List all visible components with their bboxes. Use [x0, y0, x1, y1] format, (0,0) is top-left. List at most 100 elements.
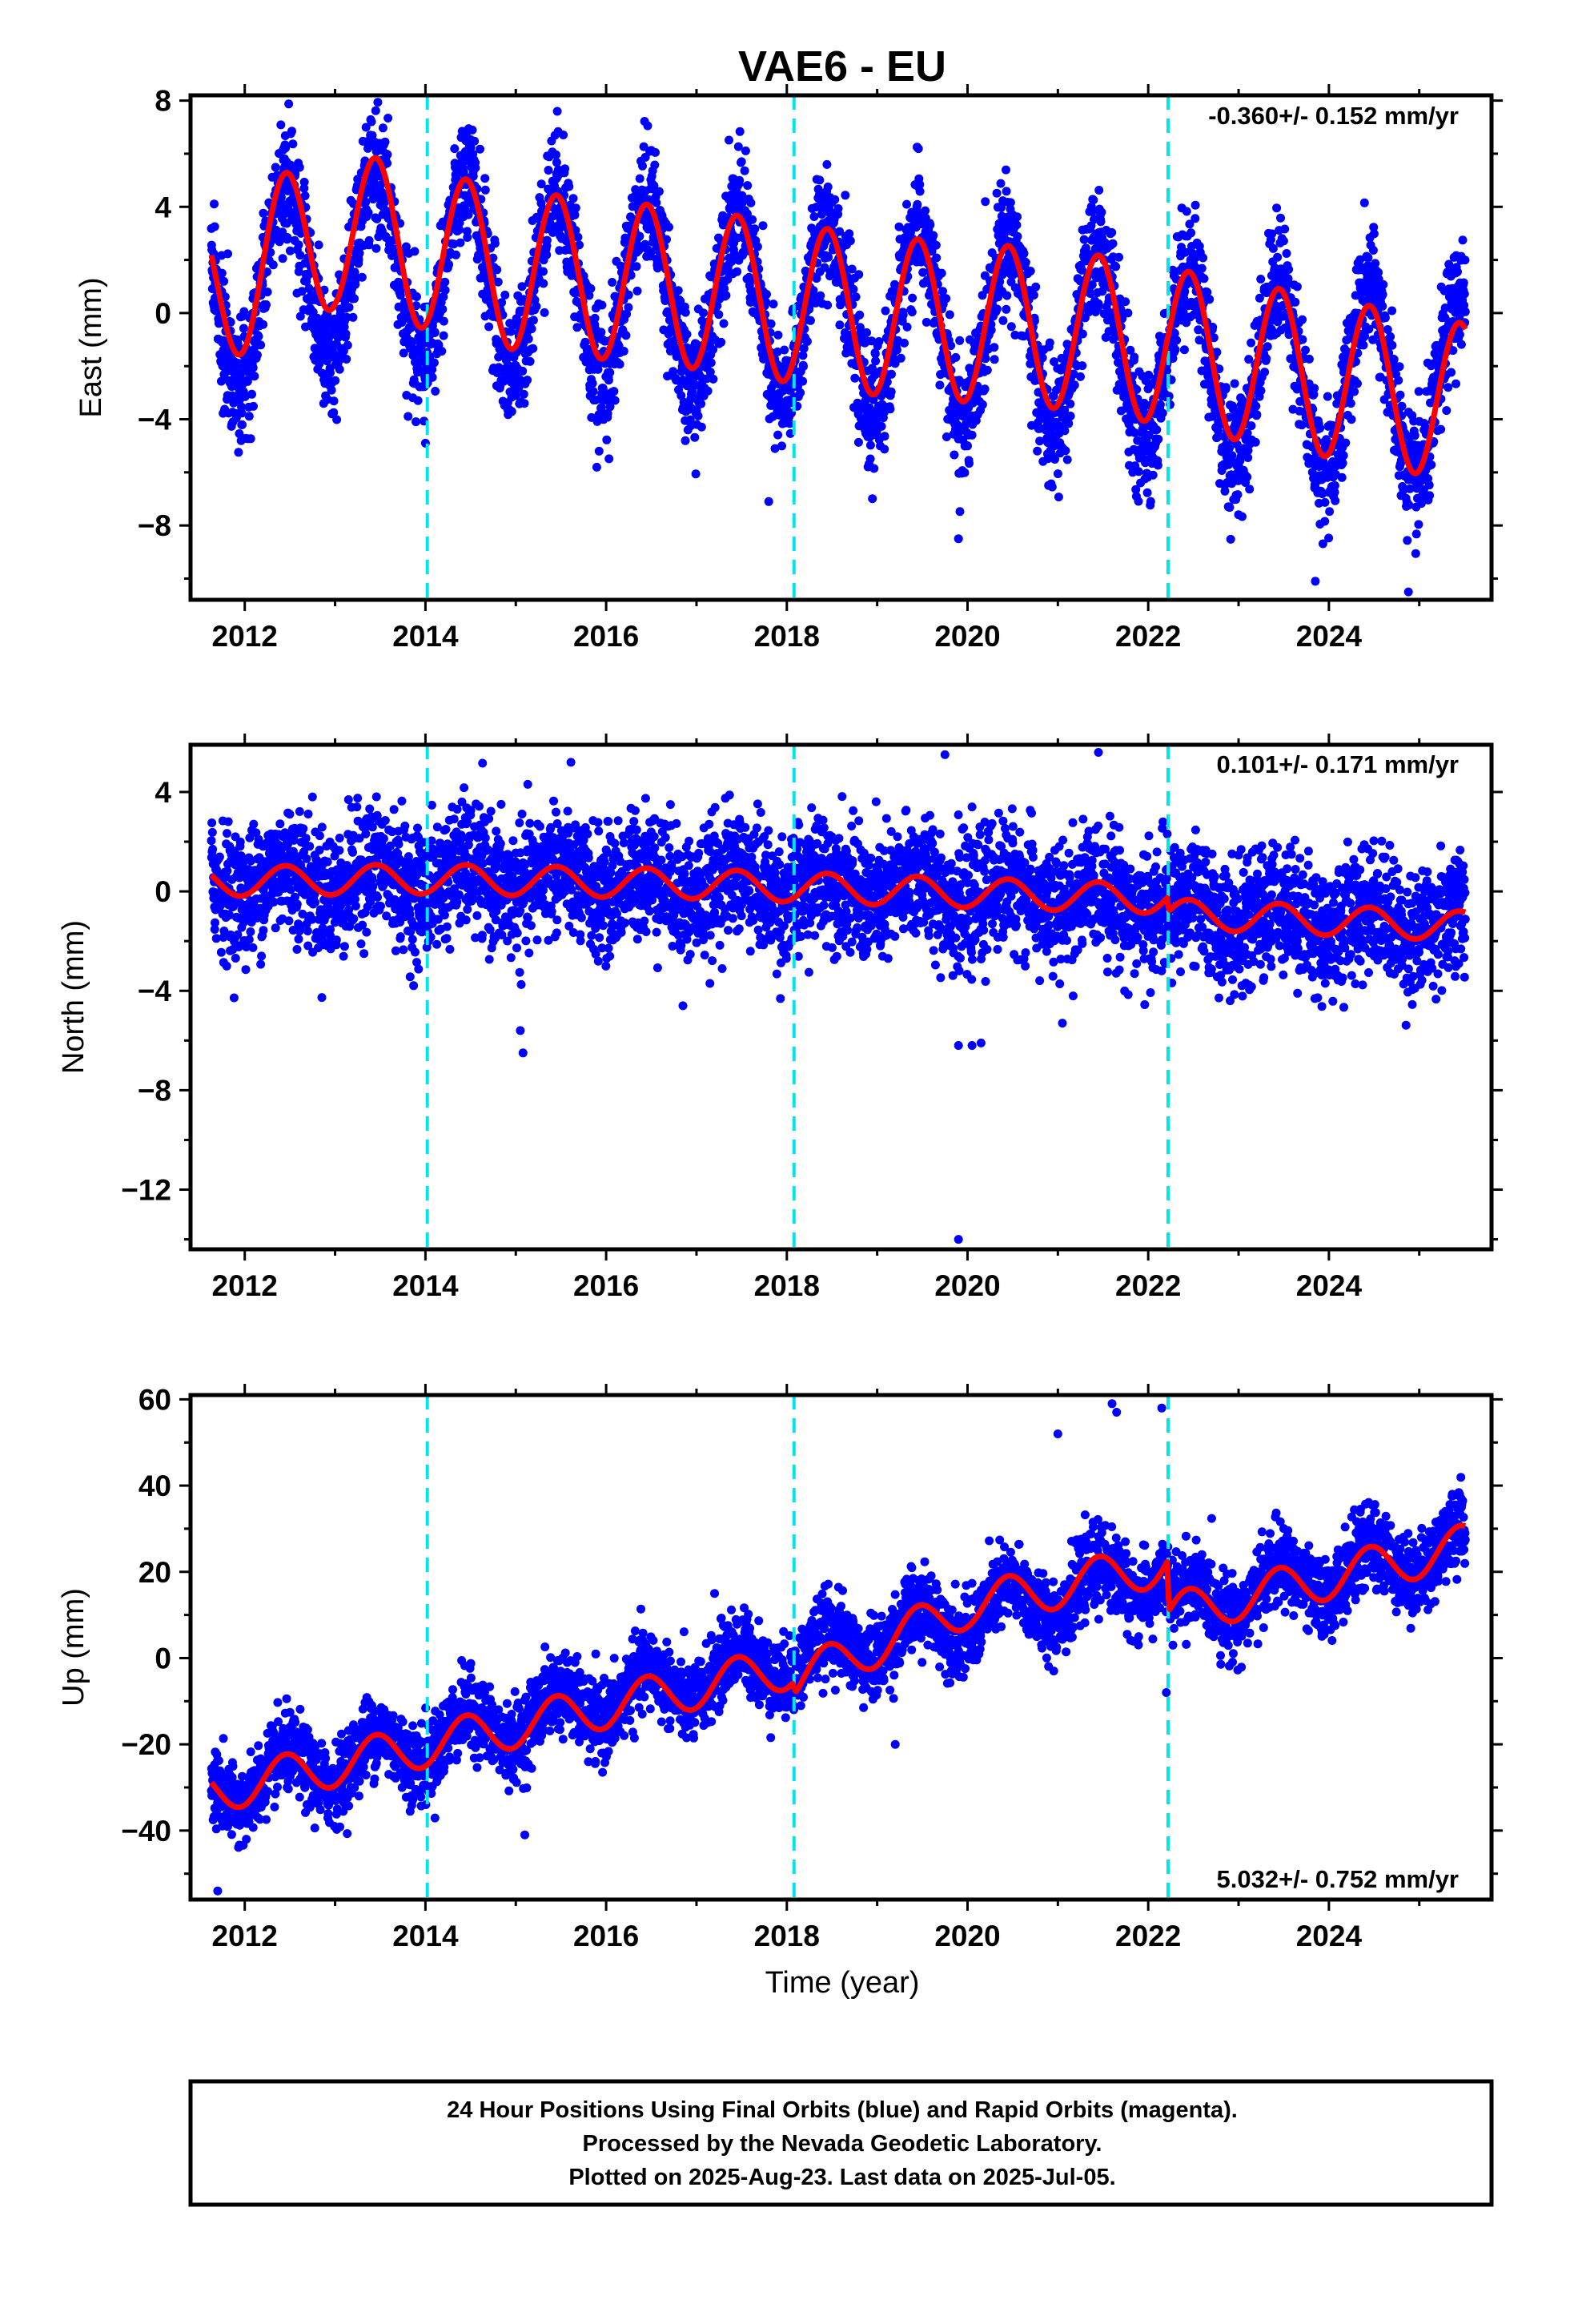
data-point: [624, 290, 633, 300]
data-point: [399, 348, 408, 358]
data-point: [709, 374, 718, 384]
data-point: [1411, 549, 1420, 558]
data-point: [444, 259, 454, 269]
data-point: [978, 400, 987, 409]
data-point: [874, 337, 884, 346]
data-point: [343, 340, 352, 350]
data-point: [1369, 229, 1379, 239]
data-point: [741, 146, 750, 155]
data-point: [1311, 577, 1320, 586]
data-point: [525, 356, 535, 366]
data-point: [1256, 386, 1266, 396]
data-point: [1079, 235, 1089, 244]
data-point: [536, 179, 546, 189]
data-point: [1123, 308, 1133, 318]
data-point: [211, 918, 219, 927]
data-point: [662, 235, 671, 244]
data-point: [371, 106, 380, 115]
data-point: [506, 327, 516, 336]
data-point: [835, 320, 845, 330]
data-point: [780, 345, 789, 355]
data-point: [471, 163, 480, 173]
data-point: [484, 322, 494, 332]
data-point: [248, 363, 258, 372]
data-point: [590, 313, 600, 323]
data-point: [681, 308, 690, 317]
data-point: [1298, 315, 1307, 324]
data-point: [412, 292, 421, 301]
data-point: [528, 344, 538, 353]
data-point: [217, 268, 227, 278]
data-point: [455, 225, 464, 235]
data-point: [871, 356, 881, 366]
data-point: [367, 131, 377, 140]
data-point: [1337, 472, 1347, 482]
data-point: [1130, 352, 1139, 362]
data-point: [719, 319, 729, 328]
y-axis-label-east: East (mm): [74, 277, 108, 417]
data-point: [931, 240, 941, 250]
data-point: [1368, 246, 1378, 255]
data-point: [1291, 297, 1300, 307]
data-point: [1378, 301, 1387, 311]
data-point: [1006, 198, 1015, 207]
x-tick-label: 2020: [934, 620, 1000, 653]
data-point: [1247, 338, 1256, 348]
data-point: [1070, 380, 1079, 390]
data-point: [493, 277, 503, 287]
data-point: [996, 179, 1006, 188]
data-point: [773, 330, 783, 340]
data-point: [1284, 265, 1294, 274]
data-point: [350, 294, 359, 304]
data-point: [520, 399, 529, 408]
data-point: [571, 203, 580, 213]
data-point: [764, 497, 773, 506]
y-tick-label: −8: [138, 509, 171, 542]
data-point: [1455, 330, 1464, 340]
data-point: [1078, 361, 1087, 371]
data-point: [237, 408, 247, 418]
data-point: [1002, 165, 1010, 175]
data-point: [610, 396, 620, 405]
data-point: [691, 469, 701, 479]
data-point: [850, 373, 860, 383]
data-point: [594, 446, 604, 456]
data-point: [1297, 420, 1307, 430]
data-point: [235, 429, 244, 438]
data-point: [799, 362, 808, 372]
data-point: [926, 220, 935, 230]
data-point: [1324, 533, 1334, 543]
data-point: [439, 316, 448, 326]
data-point: [1225, 503, 1235, 513]
data-point: [885, 404, 895, 414]
data-point: [1341, 438, 1351, 448]
data-point: [413, 396, 423, 405]
data-point: [1395, 362, 1404, 372]
data-point: [1456, 340, 1466, 349]
x-tick-label: 2016: [573, 620, 639, 653]
data-point: [955, 336, 965, 345]
data-point: [635, 231, 644, 241]
x-tick-label: 2014: [392, 620, 459, 653]
data-point: [438, 304, 448, 314]
data-point: [937, 268, 946, 278]
x-tick-label: 2024: [1296, 620, 1363, 653]
data-point: [1359, 198, 1369, 207]
data-point: [431, 387, 440, 396]
data-point: [1403, 587, 1413, 597]
data-point: [1292, 282, 1302, 292]
data-point: [1066, 412, 1075, 420]
data-point: [299, 183, 309, 193]
data-point: [1221, 383, 1231, 392]
data-point: [592, 462, 601, 472]
data-point: [1363, 253, 1373, 263]
data-point: [735, 175, 745, 185]
data-point: [263, 267, 271, 276]
data-point: [341, 329, 351, 339]
data-point: [480, 185, 490, 195]
data-point: [1414, 520, 1423, 529]
data-point: [1389, 355, 1399, 364]
data-point: [1134, 467, 1143, 476]
data-point: [1186, 228, 1196, 238]
data-point: [355, 248, 364, 258]
